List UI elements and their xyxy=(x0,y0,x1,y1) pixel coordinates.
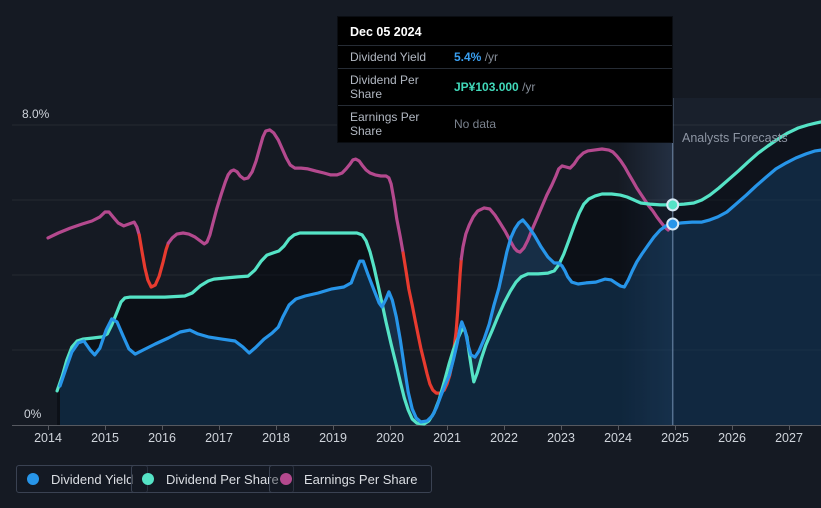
eps-line-segment-4 xyxy=(459,147,670,261)
tooltip-row: Dividend Per Share JP¥103.000 /yr xyxy=(338,68,672,105)
tooltip-row-value: 5.4% xyxy=(454,50,482,64)
hover-highlight-band xyxy=(618,98,673,425)
legend-label: Earnings Per Share xyxy=(304,471,418,487)
x-axis-label-2021: 2021 xyxy=(433,431,461,445)
x-axis-label-2020: 2020 xyxy=(376,431,404,445)
dps-area-fill xyxy=(57,122,821,425)
tooltip-row: Earnings Per Share No data xyxy=(338,105,672,142)
tooltip-row-label: Dividend Per Share xyxy=(350,73,419,101)
marker-dot-teal xyxy=(666,198,680,212)
x-axis-label-2018: 2018 xyxy=(262,431,290,445)
x-axis-label-2027: 2027 xyxy=(775,431,803,445)
x-axis-label-2017: 2017 xyxy=(205,431,233,445)
tooltip-row-value: JP¥103.000 xyxy=(454,80,519,94)
legend-label: Dividend Yield xyxy=(51,471,134,487)
x-axis-label-2019: 2019 xyxy=(319,431,347,445)
forecast-zone-label: Analysts Forecasts xyxy=(682,131,788,145)
marker-dot-blue xyxy=(666,217,680,231)
tooltip-date: Dec 05 2024 xyxy=(350,25,422,39)
legend-item-dividend-yield[interactable]: Dividend Yield xyxy=(16,465,149,493)
yield-line xyxy=(58,148,821,424)
x-axis-label-2026: 2026 xyxy=(718,431,746,445)
eps-line-segment-0 xyxy=(46,210,141,240)
tooltip-row-label: Earnings Per Share xyxy=(350,110,420,138)
legend-dot-icon xyxy=(142,473,154,485)
eps-line-segment-2 xyxy=(166,128,405,255)
forecast-region xyxy=(672,98,821,425)
x-axis-label-2025: 2025 xyxy=(661,431,689,445)
legend-dot-icon xyxy=(27,473,39,485)
legend-item-dividend-per-share[interactable]: Dividend Per Share xyxy=(131,465,294,493)
x-axis-label-2022: 2022 xyxy=(490,431,518,445)
eps-line-segment-1 xyxy=(137,233,170,289)
dps-line xyxy=(55,120,821,426)
x-axis-label-2024: 2024 xyxy=(604,431,632,445)
legend-dot-icon xyxy=(280,473,292,485)
x-axis-label-2023: 2023 xyxy=(547,431,575,445)
chart-legend: Dividend Yield Dividend Per Share Earnings… xyxy=(0,465,821,493)
legend-label: Dividend Per Share xyxy=(166,471,279,487)
y-axis-label-top: 8.0% xyxy=(22,107,50,121)
chart-tooltip: Dec 05 2024 Dividend Yield 5.4% /yr Divide… xyxy=(337,16,673,143)
tooltip-row-unit: /yr xyxy=(481,50,499,64)
tooltip-row-value: No data xyxy=(454,117,497,131)
x-axis-label-2016: 2016 xyxy=(148,431,176,445)
tooltip-row-unit: /yr xyxy=(518,80,536,94)
legend-item-earnings-per-share[interactable]: Earnings Per Share xyxy=(269,465,433,493)
x-axis-label-2014: 2014 xyxy=(34,431,62,445)
tooltip-row-label: Dividend Yield xyxy=(350,50,427,64)
tooltip-row: Dividend Yield 5.4% /yr xyxy=(338,45,672,68)
x-axis-label-2015: 2015 xyxy=(91,431,119,445)
y-axis-label-zero: 0% xyxy=(24,407,42,421)
yield-area-fill xyxy=(60,150,821,425)
eps-line-segment-3 xyxy=(401,251,463,395)
